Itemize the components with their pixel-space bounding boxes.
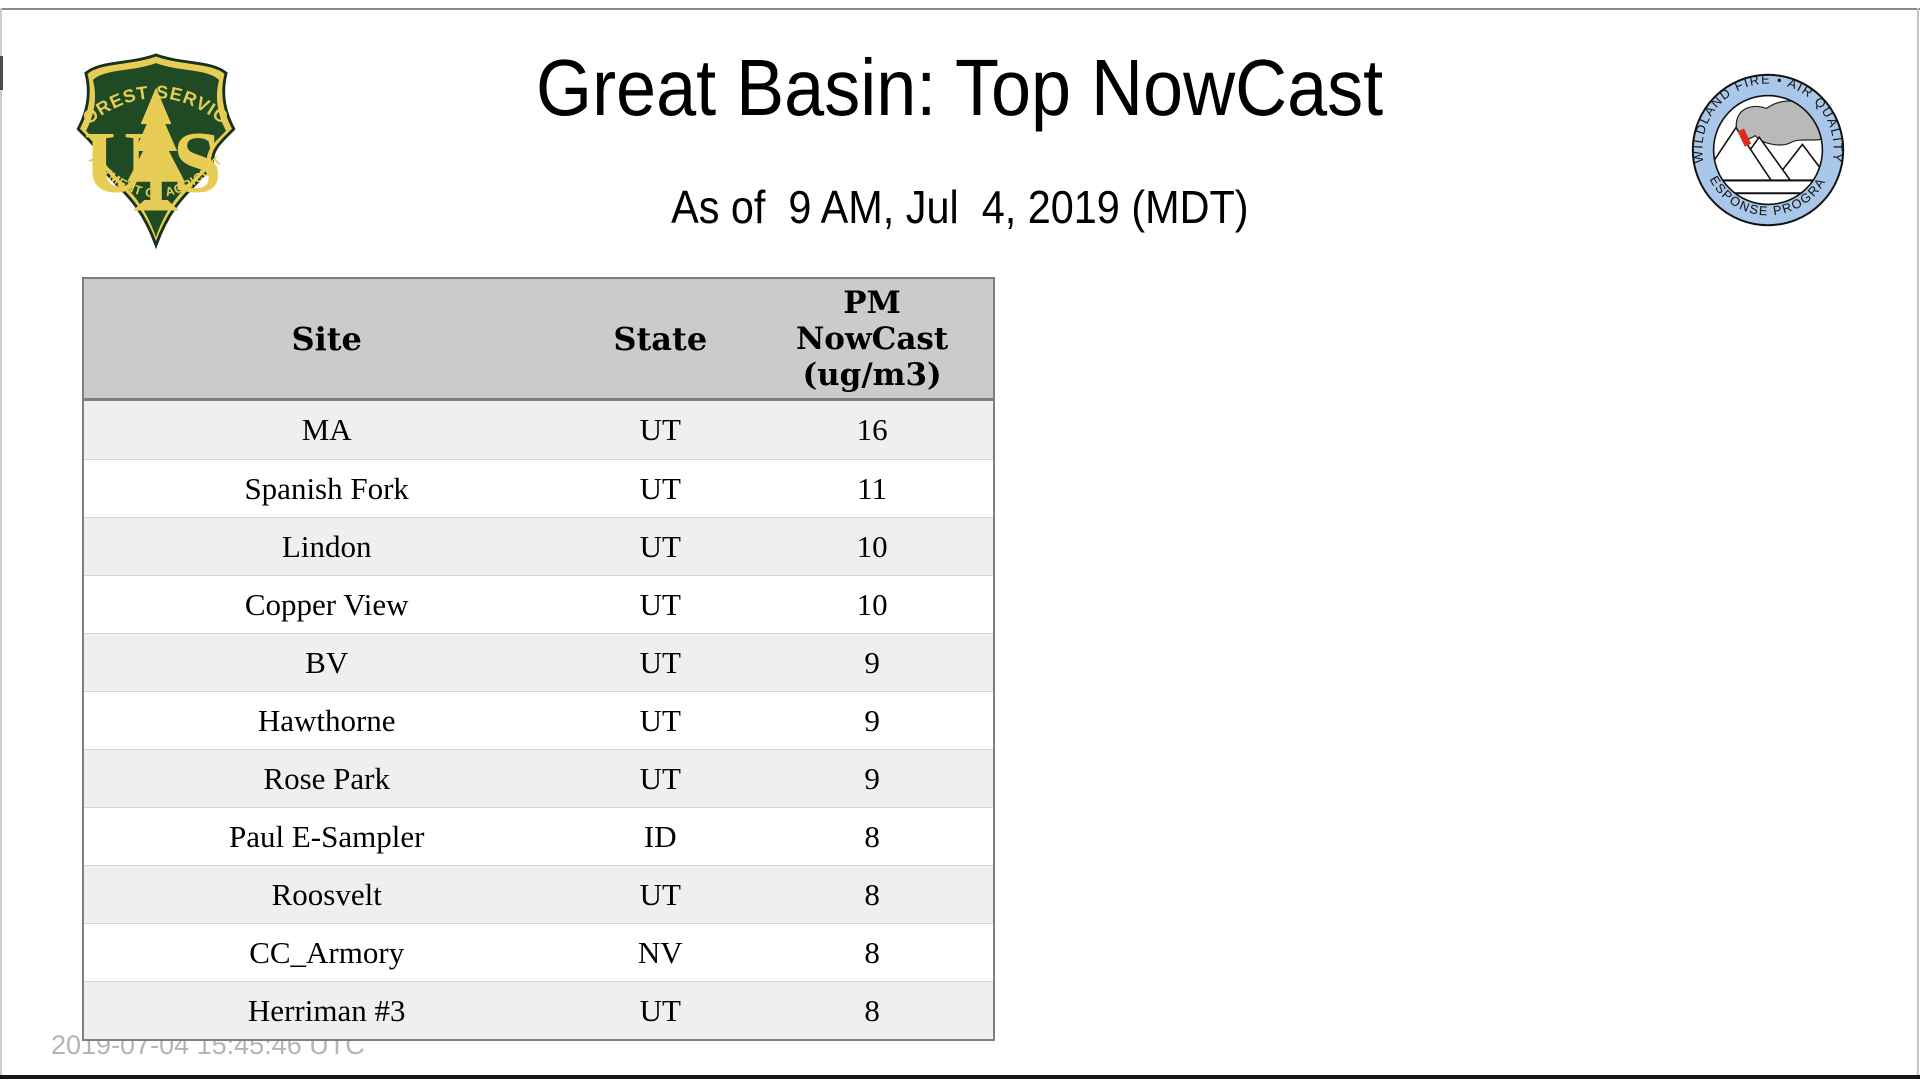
table-row: Hawthorne UT 9 — [84, 691, 993, 749]
site-cell: Hawthorne — [257, 702, 396, 738]
page-subtitle: As of 9 AM, Jul 4, 2019 (MDT) — [671, 181, 1249, 233]
table-row: Spanish Fork UT 11 — [84, 459, 993, 517]
page-title: Great Basin: Top NowCast — [536, 43, 1384, 132]
state-cell: UT — [639, 528, 681, 564]
pm-value-cell: 10 — [856, 586, 888, 622]
state-cell: UT — [639, 876, 681, 912]
table-row: Roosvelt UT 8 — [84, 865, 993, 923]
site-cell: Spanish Fork — [244, 470, 409, 506]
state-cell: ID — [643, 818, 677, 854]
table-row: Paul E-Sampler ID 8 — [84, 807, 993, 865]
flame-icon — [1737, 128, 1752, 147]
table-body: MA UT 16 Spanish Fork UT 11 Lindon UT 10… — [84, 401, 993, 1039]
pm-value-cell: 9 — [864, 760, 880, 796]
table-row: CC_Armory NV 8 — [84, 923, 993, 981]
table-row: BV UT 9 — [84, 633, 993, 691]
site-cell: CC_Armory — [249, 934, 405, 970]
state-cell: UT — [639, 412, 681, 447]
header-site: Site — [291, 319, 362, 358]
pm-value-cell: 11 — [857, 470, 887, 506]
state-cell: UT — [639, 644, 681, 680]
table-row: Copper View UT 10 — [84, 575, 993, 633]
state-cell: UT — [639, 586, 681, 622]
pm-value-cell: 16 — [856, 412, 888, 447]
pm-value-cell: 9 — [864, 644, 880, 680]
site-cell: Paul E-Sampler — [228, 818, 425, 854]
pm-value-cell: 9 — [864, 702, 880, 738]
header-state: State — [613, 319, 708, 358]
forest-service-monogram-s: S — [173, 113, 222, 211]
forest-service-monogram-u: U — [84, 113, 148, 211]
pm-value-cell: 10 — [856, 528, 888, 564]
table-row: Lindon UT 10 — [84, 517, 993, 575]
table-row: MA UT 16 — [84, 401, 993, 459]
pine-tree-icon — [127, 87, 185, 211]
frame-bottom-line — [0, 1075, 1920, 1079]
state-cell: UT — [639, 702, 681, 738]
table-row: Rose Park UT 9 — [84, 749, 993, 807]
site-cell: MA — [301, 412, 352, 447]
state-cell: NV — [637, 934, 683, 970]
air-quality-program-logo-icon: WILDLAND FIRE • AIR QUALITY RESPONSE PRO… — [1672, 54, 1845, 227]
table-header-row: Site State PM NowCast (ug/m3) — [84, 279, 993, 401]
site-cell: BV — [305, 644, 349, 680]
frame-top-line — [0, 8, 1920, 10]
forest-service-logo-icon: FOREST SERVICE U S DEPARTMENT OF AGRICUL… — [60, 45, 236, 250]
frame-left-line — [0, 8, 2, 1076]
table-row: Herriman #3 UT 8 — [84, 981, 993, 1039]
pm-value-cell: 8 — [864, 934, 880, 970]
pm-value-cell: 8 — [864, 992, 880, 1028]
site-cell: Rose Park — [263, 760, 390, 796]
site-cell: Copper View — [244, 586, 409, 622]
state-cell: UT — [639, 992, 681, 1028]
state-cell: UT — [639, 760, 681, 796]
site-cell: Roosvelt — [271, 876, 382, 912]
site-cell: Herriman #3 — [247, 992, 406, 1028]
pm-value-cell: 8 — [864, 818, 880, 854]
pm-value-cell: 8 — [864, 876, 880, 912]
header-pm-nowcast: PM NowCast (ug/m3) — [795, 284, 949, 393]
frame-left-tick — [0, 56, 3, 90]
state-cell: UT — [639, 470, 681, 506]
frame-right-line — [1917, 8, 1919, 1076]
nowcast-table: Site State PM NowCast (ug/m3) MA UT 16 S… — [82, 277, 995, 1041]
site-cell: Lindon — [281, 528, 372, 564]
